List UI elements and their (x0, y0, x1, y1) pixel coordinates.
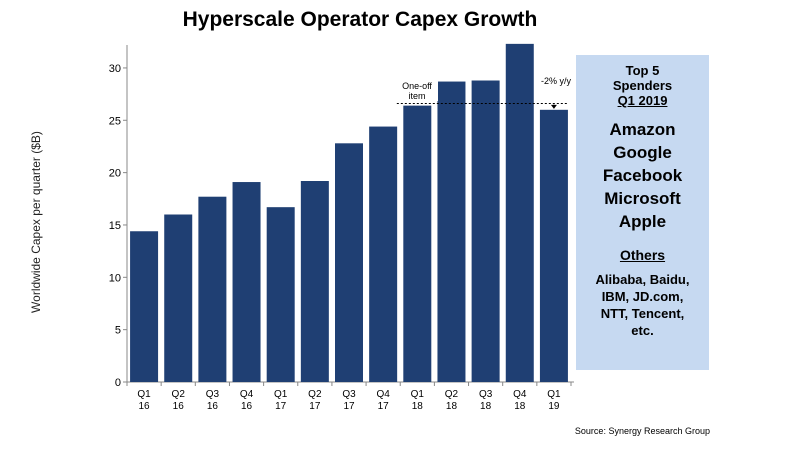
others-line: etc. (631, 323, 654, 338)
x-tick-label: Q1 (411, 389, 425, 400)
x-tick-label: Q4 (513, 389, 527, 400)
bar (539, 109, 568, 382)
x-tick-label: 19 (548, 401, 560, 412)
y-tick-label: 5 (115, 325, 121, 337)
y-tick-label: 0 (115, 377, 121, 389)
yoy-annotation: -2% y/y (540, 76, 572, 86)
others-label: Others (619, 247, 666, 263)
y-tick-label: 30 (109, 63, 121, 75)
yoy-arrowhead (550, 104, 557, 109)
x-tick-label: 18 (446, 401, 458, 412)
others-line: IBM, JD.com, (601, 289, 684, 304)
heading-line-3: Q1 2019 (617, 93, 668, 108)
x-tick-label: 17 (275, 401, 287, 412)
x-tick-label: Q2 (445, 389, 459, 400)
x-tick-label: Q4 (376, 389, 390, 400)
x-tick-label: Q2 (172, 389, 186, 400)
bar (403, 105, 432, 382)
x-tick-label: 16 (241, 401, 253, 412)
y-tick-label: 10 (109, 272, 121, 284)
x-tick-label: 18 (514, 401, 526, 412)
x-tick-label: 17 (309, 401, 321, 412)
x-tick-label: 17 (378, 401, 390, 412)
others-list: Alibaba, Baidu, IBM, JD.com, NTT, Tencen… (576, 271, 709, 339)
x-tick-label: Q3 (342, 389, 356, 400)
heading-line-2: Spenders (612, 78, 673, 93)
spender-item: Apple (618, 212, 667, 231)
x-tick-label: Q1 (547, 389, 561, 400)
bar (505, 43, 534, 382)
bar (471, 80, 500, 382)
bar (437, 81, 466, 382)
bar (300, 181, 329, 382)
y-tick-label: 15 (109, 220, 121, 232)
x-tick-label: 16 (139, 401, 151, 412)
spender-item: Amazon (609, 120, 676, 139)
spender-item: Facebook (602, 166, 683, 185)
x-tick-label: Q2 (308, 389, 322, 400)
y-tick-label: 25 (109, 115, 121, 127)
y-tick-label: 20 (109, 168, 121, 180)
top-spenders-heading: Top 5 Spenders Q1 2019 (576, 63, 709, 108)
x-tick-label: Q1 (137, 389, 151, 400)
bar (130, 231, 159, 382)
one-off-annotation: One-off item (396, 81, 438, 101)
x-tick-label: Q1 (274, 389, 288, 400)
others-line: NTT, Tencent, (600, 306, 685, 321)
bar (335, 143, 363, 382)
chart-title: Hyperscale Operator Capex Growth (182, 8, 538, 31)
top-spenders-list: Amazon Google Facebook Microsoft Apple (576, 118, 709, 233)
bar (198, 196, 227, 382)
bar (266, 207, 295, 382)
bar (369, 126, 398, 382)
spender-item: Microsoft (604, 189, 681, 208)
x-tick-label: 16 (207, 401, 219, 412)
spender-item: Google (613, 143, 672, 162)
x-tick-label: Q3 (206, 389, 220, 400)
others-line: Alibaba, Baidu, (595, 272, 690, 287)
x-tick-label: 16 (173, 401, 185, 412)
x-tick-label: 18 (480, 401, 492, 412)
heading-line-1: Top 5 (625, 63, 660, 78)
x-tick-label: 18 (412, 401, 424, 412)
x-tick-label: Q3 (479, 389, 493, 400)
bar (164, 214, 193, 382)
top-spenders-panel: Top 5 Spenders Q1 2019 Amazon Google Fac… (576, 55, 709, 370)
bar (232, 182, 261, 382)
source-note: Source: Synergy Research Group (574, 426, 710, 436)
x-tick-label: Q4 (240, 389, 254, 400)
x-tick-label: 17 (343, 401, 355, 412)
